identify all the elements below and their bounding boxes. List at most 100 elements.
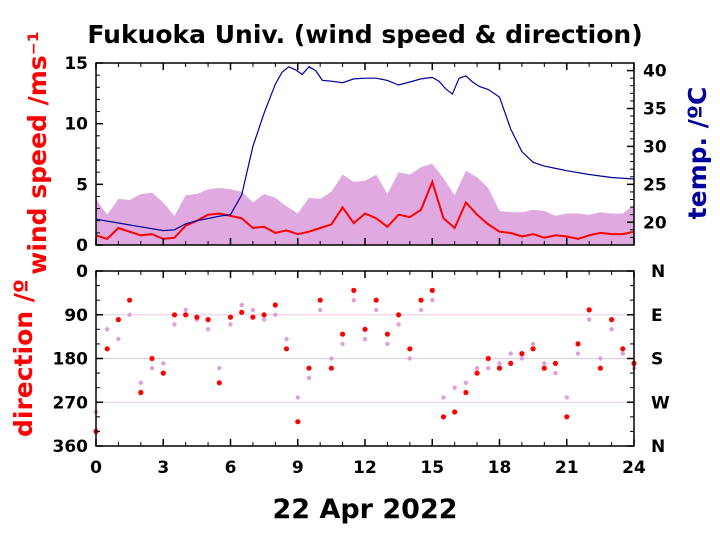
direction-instant-point bbox=[127, 312, 132, 317]
direction-instant-point bbox=[564, 395, 569, 400]
temperature-tick-label: 30 bbox=[643, 137, 667, 157]
direction-mean-point bbox=[250, 314, 256, 320]
direction-mean-point bbox=[138, 389, 144, 396]
direction-instant-point bbox=[374, 307, 379, 313]
direction-instant-point bbox=[295, 395, 300, 400]
time-tick-label: 6 bbox=[225, 458, 237, 478]
time-tick-label: 18 bbox=[488, 458, 512, 478]
direction-instant-point bbox=[217, 366, 222, 371]
time-tick-label: 21 bbox=[555, 458, 579, 478]
direction-instant-point bbox=[452, 385, 457, 390]
direction-instant-point bbox=[228, 322, 233, 327]
direction-instant-point bbox=[508, 351, 513, 356]
direction-mean-point bbox=[396, 312, 402, 318]
direction-mean-point bbox=[216, 380, 222, 386]
direction-mean-point bbox=[586, 307, 592, 313]
direction-mean-point bbox=[407, 346, 413, 352]
time-tick-label: 3 bbox=[157, 458, 169, 478]
direction-mean-point bbox=[351, 287, 357, 293]
direction-mean-point bbox=[485, 355, 491, 362]
direction-mean-point bbox=[306, 365, 312, 371]
direction-mean-point bbox=[115, 317, 121, 323]
wind-speed-tick-label: 15 bbox=[64, 54, 88, 74]
wind-speed-tick-label: 0 bbox=[76, 236, 88, 256]
direction-mean-point bbox=[362, 326, 368, 332]
direction-instant-point bbox=[138, 380, 143, 385]
direction-mean-point bbox=[496, 365, 503, 371]
direction-instant-point bbox=[329, 356, 334, 361]
direction-mean-point bbox=[205, 317, 211, 323]
direction-mean-point bbox=[104, 346, 110, 352]
direction-instant-point bbox=[530, 341, 536, 347]
direction-instant-point bbox=[441, 395, 446, 400]
direction-instant-point bbox=[430, 298, 435, 303]
direction-mean-point bbox=[440, 414, 447, 420]
temperature-tick-label: 25 bbox=[643, 175, 667, 195]
direction-instant-point bbox=[598, 356, 603, 361]
direction-mean-point bbox=[564, 414, 570, 420]
direction-instant-point bbox=[609, 327, 614, 332]
direction-instant-point bbox=[575, 351, 581, 356]
direction-mean-point bbox=[508, 360, 514, 366]
direction-mean-point bbox=[474, 370, 480, 376]
direction-instant-point bbox=[273, 312, 278, 317]
direction-mean-point bbox=[127, 297, 133, 303]
direction-mean-point bbox=[317, 297, 323, 303]
direction-mean-point bbox=[328, 365, 334, 371]
direction-mean-point bbox=[552, 360, 559, 366]
direction-instant-point bbox=[261, 317, 267, 322]
direction-mean-point bbox=[149, 355, 155, 362]
direction-instant-point bbox=[463, 380, 469, 385]
direction-mean-point bbox=[340, 331, 346, 337]
direction-instant-point bbox=[172, 322, 177, 327]
direction-instant-point bbox=[205, 327, 211, 332]
direction-instant-point bbox=[239, 302, 244, 308]
time-tick-label: 24 bbox=[622, 458, 646, 478]
direction-mean-point bbox=[575, 341, 581, 347]
direction-mean-point bbox=[272, 302, 278, 308]
direction-mean-point bbox=[463, 389, 469, 396]
direction-instant-point bbox=[149, 366, 155, 371]
direction-mean-point bbox=[418, 297, 424, 303]
direction-mean-point bbox=[452, 409, 458, 415]
direction-mean-point bbox=[295, 419, 301, 425]
direction-instant-point bbox=[161, 361, 166, 366]
temperature-tick-label: 20 bbox=[643, 213, 667, 233]
direction-mean-point bbox=[530, 346, 536, 352]
direction-instant-point bbox=[497, 361, 502, 366]
time-tick-label: 12 bbox=[353, 458, 377, 478]
compass-tick-label: E bbox=[651, 306, 663, 326]
direction-mean-point bbox=[609, 317, 615, 323]
wind-speed-axis-label: wind speed /ms⁻¹ bbox=[23, 31, 52, 275]
time-tick-label: 15 bbox=[420, 458, 444, 478]
direction-mean-point bbox=[194, 314, 200, 320]
direction-mean-point bbox=[160, 370, 166, 376]
direction-instant-point bbox=[620, 351, 625, 356]
direction-tick-label: 0 bbox=[76, 262, 88, 282]
direction-instant-point bbox=[587, 317, 592, 322]
direction-mean-point bbox=[373, 297, 379, 303]
direction-instant-point bbox=[385, 341, 390, 347]
direction-instant-point bbox=[553, 370, 558, 376]
direction-instant-point bbox=[318, 307, 323, 313]
direction-instant-point bbox=[340, 341, 345, 347]
time-tick-label: 9 bbox=[292, 458, 304, 478]
direction-mean-point bbox=[384, 331, 390, 337]
direction-mean-point bbox=[183, 312, 189, 318]
direction-tick-label: 360 bbox=[53, 437, 89, 457]
compass-tick-label: W bbox=[651, 393, 670, 413]
temperature-axis-label: temp. /ºC bbox=[683, 87, 712, 220]
temperature-tick-label: 35 bbox=[643, 100, 667, 120]
compass-tick-label: N bbox=[651, 437, 665, 457]
wind-speed-panel: 0 5 10 15 20 25 30 35 40 bbox=[64, 54, 667, 256]
direction-instant-point bbox=[116, 336, 121, 342]
direction-instant-point bbox=[105, 327, 110, 332]
compass-tick-label: N bbox=[651, 262, 665, 282]
temperature-tick-label: 40 bbox=[643, 62, 667, 82]
direction-tick-label: 270 bbox=[53, 393, 89, 413]
direction-instant-point bbox=[351, 298, 356, 303]
direction-instant-point bbox=[306, 375, 312, 381]
direction-mean-point bbox=[261, 312, 267, 318]
